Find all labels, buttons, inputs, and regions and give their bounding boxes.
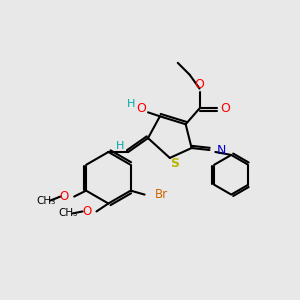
Text: O: O [82, 205, 91, 218]
Text: N: N [216, 143, 226, 157]
Text: O: O [136, 102, 146, 115]
Text: H: H [127, 99, 135, 110]
Text: H: H [116, 141, 124, 151]
Text: O: O [60, 190, 69, 203]
Text: Br: Br [154, 188, 168, 201]
Text: O: O [220, 102, 230, 115]
Text: CH₃: CH₃ [59, 208, 78, 218]
Text: CH₃: CH₃ [37, 196, 56, 206]
Text: S: S [170, 158, 179, 170]
Text: O: O [195, 78, 205, 91]
